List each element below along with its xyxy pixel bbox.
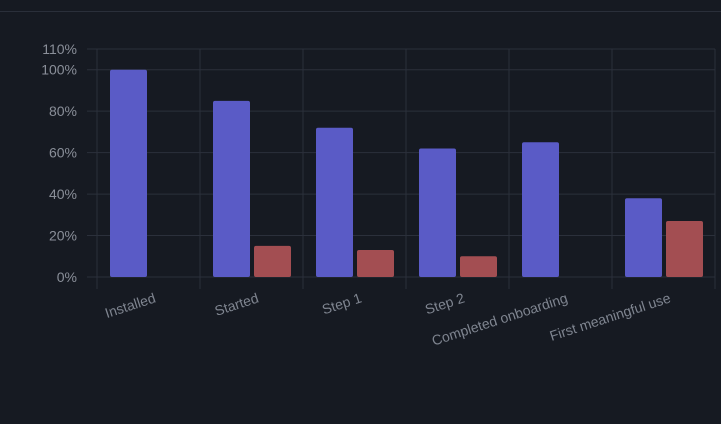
y-tick-label: 20%	[49, 228, 77, 244]
x-tick-label: Step 2	[423, 290, 467, 318]
bar-series-1-0[interactable]	[110, 69, 147, 278]
x-tick-label: Started	[213, 290, 261, 319]
y-tick-label: 80%	[49, 103, 77, 119]
bars	[110, 69, 703, 278]
top-divider	[0, 11, 721, 12]
x-tick-label: Step 1	[320, 290, 364, 318]
bar-series-2-3[interactable]	[460, 256, 497, 277]
y-tick-label: 60%	[49, 145, 77, 161]
bar-series-2-5[interactable]	[666, 221, 703, 277]
x-tick-label: Installed	[103, 290, 158, 321]
y-tick-label: 110%	[42, 41, 77, 57]
grid-lines	[87, 48, 716, 289]
bar-series-1-4[interactable]	[522, 142, 559, 277]
y-tick-label: 0%	[57, 269, 77, 285]
bar-series-2-1[interactable]	[254, 245, 291, 277]
bar-series-1-3[interactable]	[419, 148, 456, 277]
bar-series-1-2[interactable]	[316, 127, 353, 277]
bar-series-1-5[interactable]	[625, 198, 662, 277]
y-tick-label: 100%	[41, 62, 77, 78]
y-tick-label: 40%	[49, 186, 77, 202]
bar-series-2-2[interactable]	[357, 250, 394, 277]
y-axis-ticks: 0% 20% 40% 60% 80% 100% 110%	[41, 41, 77, 285]
bar-series-1-1[interactable]	[213, 100, 250, 278]
